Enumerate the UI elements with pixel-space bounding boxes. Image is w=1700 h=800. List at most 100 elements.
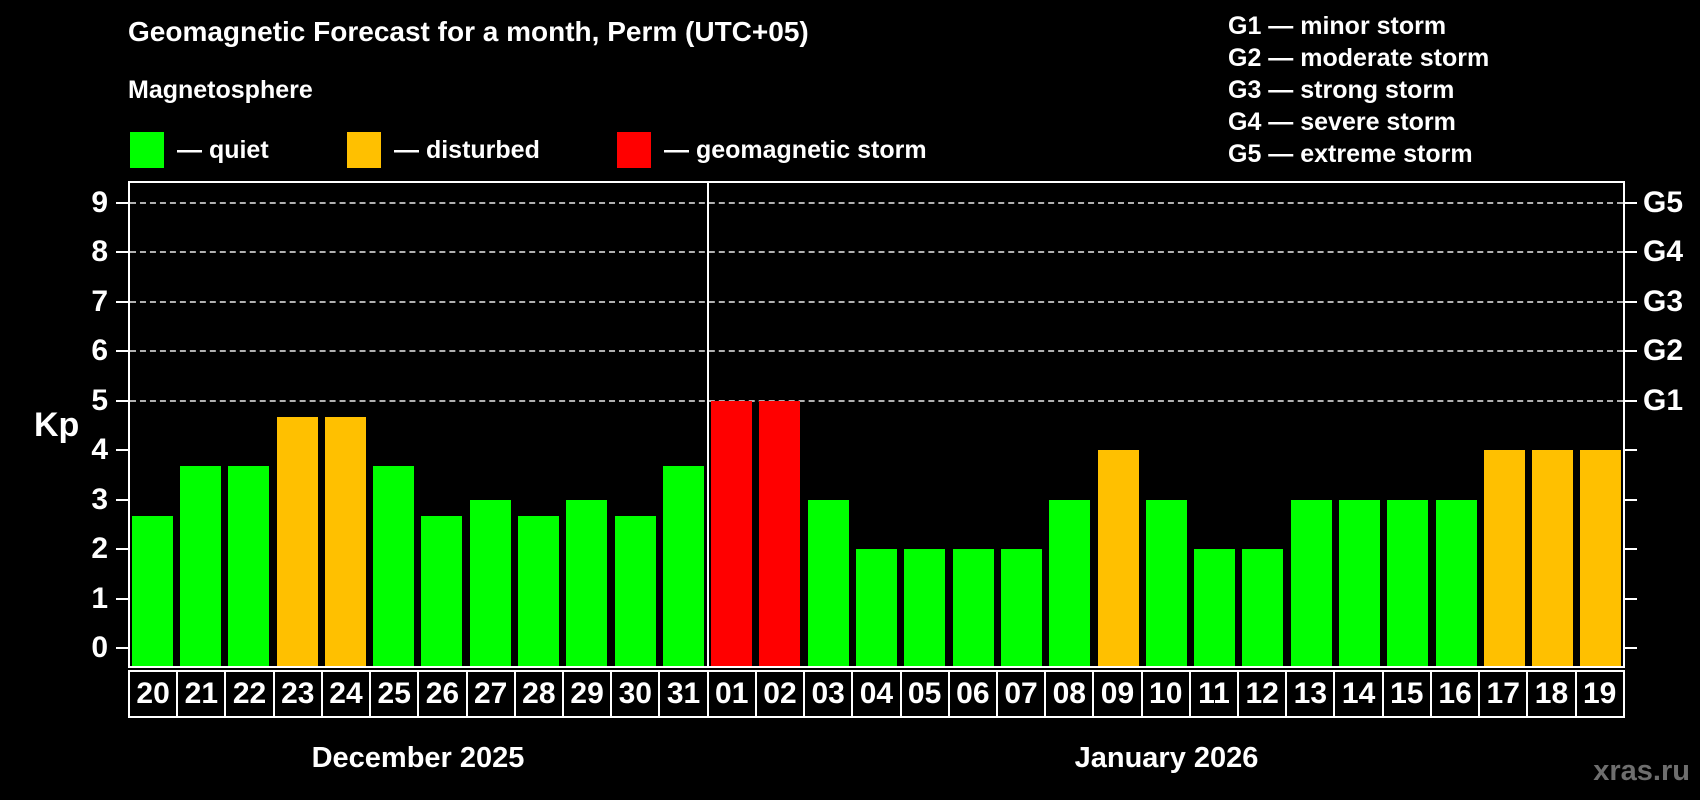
day-label: 19: [1574, 672, 1623, 716]
day-label: 28: [513, 672, 562, 716]
kp-bar: [952, 549, 994, 668]
month-label-january: January 2026: [1074, 742, 1259, 774]
y-tick-left: [116, 399, 128, 402]
day-label: 12: [1237, 672, 1285, 716]
kp-bar: [179, 466, 221, 668]
y-tick-left: [116, 647, 128, 649]
kp-bar: [807, 499, 849, 668]
day-label: 17: [1478, 672, 1526, 716]
kp-bar: [276, 416, 318, 668]
kp-bar: [1145, 499, 1187, 668]
y-axis-label: Kp: [34, 406, 80, 444]
storm-color-swatch: [617, 132, 651, 168]
day-label: 23: [272, 672, 321, 716]
kp-bar: [904, 549, 946, 668]
right-axis-label-G4: G4: [1643, 235, 1684, 268]
storm-scale-g4: G4 — severe storm: [1228, 108, 1456, 136]
gridline-kp7: [130, 300, 1623, 303]
storm-scale-g1: G1 — minor storm: [1228, 12, 1447, 40]
kp-bar: [421, 515, 463, 668]
day-label: 06: [947, 672, 996, 716]
gridline-kp6: [130, 350, 1623, 352]
kp-bar: [1242, 549, 1284, 668]
y-tick-label: 9: [91, 185, 108, 219]
day-label: 14: [1333, 672, 1381, 716]
kp-bar: [1290, 499, 1332, 668]
month-label-december: December 2025: [311, 742, 525, 774]
y-tick-label: 0: [91, 631, 108, 664]
day-label: 20: [136, 677, 170, 710]
y-tick-label: 3: [91, 482, 108, 516]
legend-item-label: — quiet: [177, 136, 269, 164]
kp-bar: [228, 466, 270, 668]
day-label: 26: [417, 672, 465, 716]
day-label: 29: [561, 672, 610, 716]
y-tick-left: [116, 201, 128, 204]
kp-bar: [1532, 450, 1574, 668]
day-label: 09: [1092, 672, 1140, 716]
day-label: 07: [995, 672, 1044, 716]
disturbed-color-swatch: [347, 132, 381, 168]
y-tick-right: [1625, 201, 1637, 204]
y-tick-left: [116, 251, 128, 253]
right-axis-label-G5: G5: [1643, 185, 1684, 219]
day-label: 10: [1140, 672, 1189, 716]
day-label: 02: [754, 672, 803, 716]
y-tick-label: 8: [91, 235, 108, 268]
y-tick-right: [1625, 251, 1637, 253]
kp-bar: [1000, 549, 1042, 668]
kp-bar: [1387, 499, 1429, 668]
kp-bar: [1097, 450, 1139, 668]
y-tick-label: 2: [91, 532, 108, 565]
storm-scale-g3: G3 — strong storm: [1228, 76, 1455, 104]
storm-scale-legend: G1 — minor storm G2 — moderate storm G3 …: [1228, 10, 1489, 170]
kp-bar: [324, 416, 366, 668]
day-label: 27: [465, 672, 514, 716]
day-label: 31: [658, 672, 706, 716]
kp-bar: [1049, 499, 1091, 668]
kp-bar: [373, 466, 415, 668]
legend-item-storm: — geomagnetic storm: [617, 131, 927, 169]
y-tick-left: [116, 449, 128, 451]
right-axis-label-G2: G2: [1643, 334, 1684, 367]
day-label: 08: [1044, 672, 1092, 716]
y-tick-left: [116, 300, 128, 303]
quiet-color-swatch: [130, 132, 164, 168]
day-label: 11: [1188, 672, 1237, 716]
y-tick-right: [1625, 350, 1637, 352]
watermark: xras.ru: [1593, 755, 1690, 787]
right-axis-label-G3: G3: [1643, 284, 1684, 318]
y-tick-right: [1625, 300, 1637, 303]
day-label: 24: [320, 672, 369, 716]
kp-bar: [1483, 450, 1525, 668]
y-tick-label: 6: [91, 334, 108, 367]
gridline-kp9: [130, 201, 1623, 204]
x-axis-day-strip: 20 21 22 23 24 25 26 27 28 29 30 31 01 02 03 04 05 06 07 08…: [128, 670, 1625, 718]
legend-item-label: — geomagnetic storm: [664, 136, 927, 164]
legend-heading: Magnetosphere: [128, 76, 313, 104]
y-tick-label: 5: [91, 383, 108, 417]
kp-bar: [1580, 450, 1622, 668]
legend-item-disturbed: — disturbed: [347, 131, 540, 169]
day-label: 25: [369, 672, 417, 716]
kp-bar: [1435, 499, 1477, 668]
y-tick-label: 1: [91, 581, 108, 615]
gridline-kp8: [130, 251, 1623, 253]
day-label: 22: [224, 672, 272, 716]
right-axis-label-G1: G1: [1643, 383, 1684, 417]
chart-title: Geomagnetic Forecast for a month, Perm (…: [128, 16, 809, 47]
kp-bar: [662, 466, 704, 668]
storm-scale-g5: G5 — extreme storm: [1228, 140, 1473, 168]
y-tick-label: 4: [91, 433, 108, 466]
y-tick-label: 7: [91, 284, 108, 318]
y-tick-right: [1625, 399, 1637, 402]
kp-bar: [469, 499, 511, 668]
day-label: 30: [610, 672, 658, 716]
day-label: 05: [899, 672, 948, 716]
kp-bar: [614, 515, 656, 668]
y-tick-left: [116, 597, 128, 600]
month-separator: [706, 183, 709, 668]
y-tick-right: [1625, 548, 1637, 550]
